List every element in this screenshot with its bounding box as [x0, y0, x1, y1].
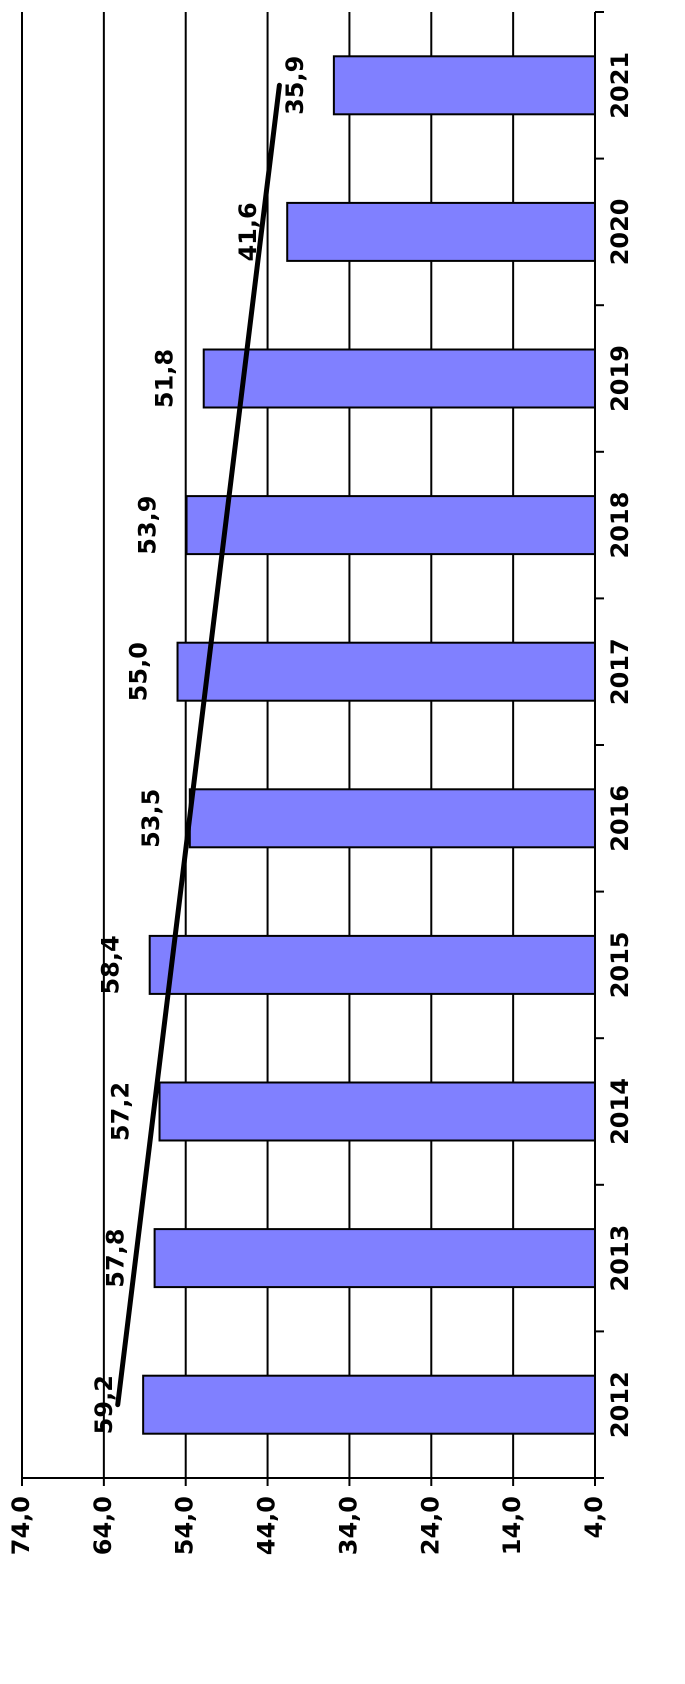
x-tick-label: 2019 [606, 345, 634, 412]
bar [176, 641, 596, 702]
x-tick-label: 2016 [606, 785, 634, 852]
bar [148, 934, 596, 995]
trendline [115, 82, 282, 1408]
y-tick-label: 44,0 [253, 1496, 281, 1555]
bar [153, 1228, 596, 1289]
x-tick-label: 2018 [606, 492, 634, 559]
bar [158, 1081, 597, 1142]
data-label: 58,4 [97, 935, 125, 994]
x-tick-label: 2020 [606, 199, 634, 266]
x-tick-label: 2017 [606, 638, 634, 705]
bar [188, 788, 597, 849]
data-label: 53,9 [134, 495, 162, 554]
x-tick-label: 2013 [606, 1225, 634, 1292]
data-label: 53,5 [137, 789, 165, 848]
bar [185, 495, 596, 556]
y-tick-label: 4,0 [580, 1496, 608, 1539]
y-tick-label: 54,0 [171, 1496, 199, 1555]
y-tick-label: 14,0 [498, 1496, 526, 1555]
x-tick-label: 2015 [606, 932, 634, 999]
data-label: 59,2 [90, 1375, 118, 1434]
x-tick-label: 2021 [606, 52, 634, 119]
data-label: 55,0 [125, 642, 153, 701]
y-tick-label: 24,0 [416, 1496, 444, 1555]
x-tick-label: 2014 [606, 1078, 634, 1145]
data-label: 35,9 [281, 56, 309, 115]
bar [286, 201, 596, 262]
y-tick-label: 34,0 [334, 1496, 362, 1555]
bar [332, 55, 596, 116]
y-tick-label: 74,0 [7, 1496, 35, 1555]
y-tick-label: 64,0 [89, 1496, 117, 1555]
bar [202, 348, 596, 409]
x-tick-label: 2012 [606, 1371, 634, 1438]
data-label: 57,8 [102, 1228, 130, 1287]
bar [142, 1374, 597, 1435]
data-label: 57,2 [107, 1082, 135, 1141]
data-label: 51,8 [151, 349, 179, 408]
